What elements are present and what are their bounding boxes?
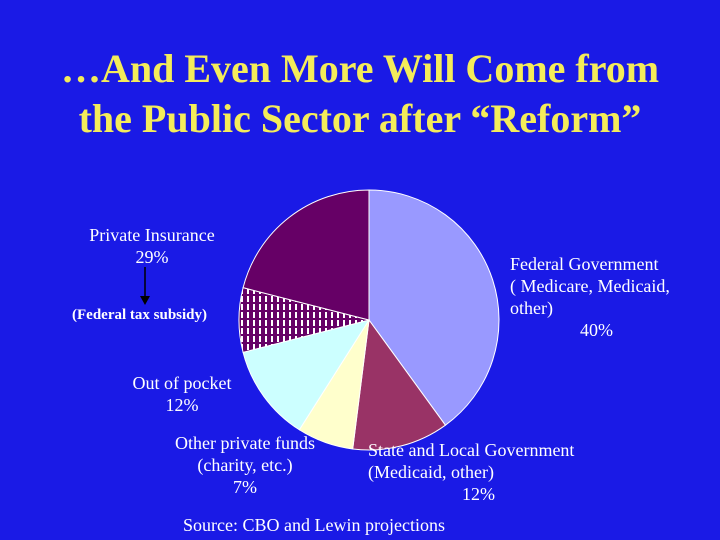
federal-detail-2: other) — [510, 298, 553, 318]
state-local-pct: 12% — [462, 484, 495, 504]
label-private-insurance: Private Insurance 29% — [64, 224, 240, 268]
label-federal-government: Federal Government ( Medicare, Medicaid,… — [510, 253, 670, 341]
title-line-1: …And Even More Will Come from — [60, 46, 660, 91]
label-state-local-government: State and Local Government (Medicaid, ot… — [368, 439, 574, 505]
state-local-detail: (Medicaid, other) — [368, 462, 494, 482]
pie-slice-state-and-local-government — [352, 318, 447, 451]
private-insurance-name: Private Insurance — [89, 225, 215, 245]
source-note: Source: CBO and Lewin projections — [183, 515, 445, 535]
private-insurance-pct: 29% — [135, 247, 169, 267]
label-other-private-funds: Other private funds (charity, etc.) 7% — [152, 432, 338, 498]
out-of-pocket-name: Out of pocket — [132, 373, 232, 393]
label-out-of-pocket: Out of pocket 12% — [120, 372, 244, 416]
federal-name: Federal Government — [510, 254, 659, 274]
federal-pct: 40% — [580, 320, 613, 340]
pie-slice-private-insurance — [242, 189, 370, 321]
other-private-pct: 7% — [233, 477, 257, 497]
other-private-name: Other private funds — [175, 433, 315, 453]
state-local-name: State and Local Government — [368, 440, 575, 460]
pie-slice-federal-government — [368, 189, 500, 426]
out-of-pocket-pct: 12% — [165, 395, 199, 415]
label-federal-tax-subsidy: (Federal tax subsidy) — [72, 307, 207, 323]
federal-detail: ( Medicare, Medicaid, — [510, 276, 670, 296]
title-line-2: the Public Sector after “Reform” — [78, 96, 642, 141]
pie-slice-out-of-pocket — [242, 319, 371, 431]
subsidy-arrow-head — [140, 296, 150, 305]
other-private-detail: (charity, etc.) — [197, 455, 293, 475]
slide-title: …And Even More Will Come from the Public… — [0, 44, 720, 144]
